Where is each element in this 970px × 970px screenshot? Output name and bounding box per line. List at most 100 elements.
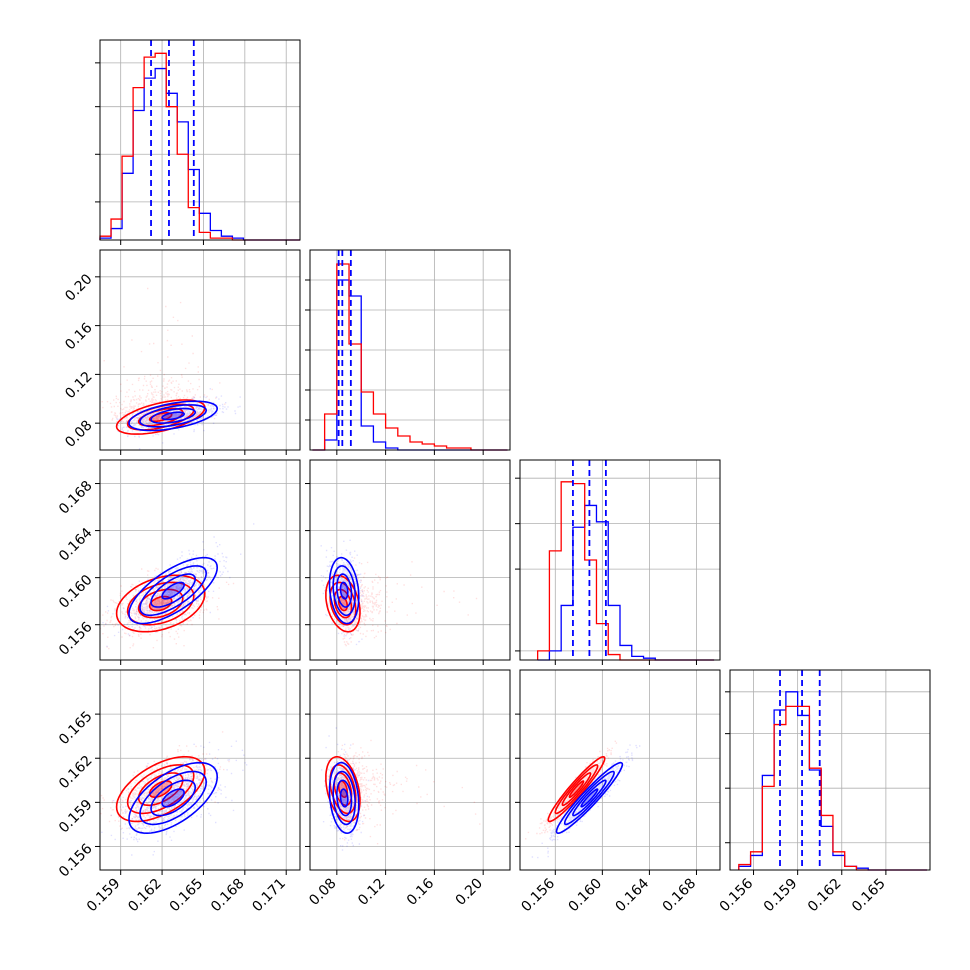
ytick-label: 0.168 [56, 478, 96, 518]
xtick-label: 0.164 [613, 875, 653, 915]
contour-blue-fill [162, 582, 185, 599]
hist-frame [99, 39, 301, 241]
contour-blue-contour [150, 573, 197, 608]
xtick-label: 0.159 [84, 876, 124, 916]
ytick-label: 0.165 [56, 708, 96, 748]
contour-blue-fill [340, 582, 348, 599]
hist-panel-1 [305, 249, 511, 451]
contour-blue-contour [139, 770, 208, 826]
scatter-panel-1-0 [99, 249, 301, 451]
xtick-label: 0.12 [355, 876, 388, 909]
ytick-label: 0.160 [56, 572, 96, 612]
scatter-points [525, 740, 641, 859]
xtick-label: 0.156 [717, 875, 757, 915]
contour-blue-contour [580, 788, 599, 808]
contour-blue-contour [328, 761, 360, 835]
xtick-label: 0.162 [805, 876, 845, 916]
scatter-points [100, 731, 248, 856]
xtick-label: 0.156 [518, 875, 558, 915]
scatter-points [100, 523, 255, 650]
xtick-label: 0.162 [125, 876, 165, 916]
contour-blue-fill [340, 789, 348, 807]
ytick-label: 0.156 [56, 619, 96, 659]
contour-red-contour [126, 403, 195, 431]
contour-red-contour [325, 574, 361, 633]
contour-blue-contour [139, 404, 208, 428]
xtick-label: 0.16 [404, 875, 437, 908]
contour-blue-contour [572, 779, 607, 817]
xtick-label: 0.160 [566, 876, 606, 916]
contour-blue-contour [335, 779, 353, 817]
hist-frame [309, 249, 511, 451]
contour-blue-contour [161, 411, 185, 421]
panel-frame [99, 249, 301, 451]
contour-blue-contour [161, 788, 185, 808]
contour-blue-contour [332, 770, 356, 826]
panel-frame [309, 669, 511, 871]
ytick-label: 0.08 [62, 418, 95, 451]
scatter-panel-3-0 [99, 669, 301, 871]
contour-red-contour [126, 764, 195, 815]
contour-red-contour [115, 399, 206, 435]
contour-blue-fill [581, 789, 598, 807]
ytick-label: 0.20 [62, 271, 95, 304]
panel-frame [309, 459, 511, 661]
scatter-points [321, 727, 481, 851]
scatter-points [320, 539, 478, 647]
ytick-label: 0.162 [56, 753, 96, 793]
xtick-label: 0.20 [453, 876, 486, 909]
contour-blue-contour [555, 761, 624, 835]
contour-blue-contour [128, 400, 219, 432]
contour-red-contour [137, 588, 184, 619]
contour-blue-contour [335, 573, 353, 608]
contour-blue-contour [139, 565, 208, 617]
ytick-label: 0.159 [56, 797, 96, 837]
contour-blue-contour [563, 770, 615, 826]
contour-blue-contour [328, 556, 360, 625]
contour-red-contour [561, 772, 592, 807]
ytick-label: 0.12 [62, 369, 95, 402]
contour-red-contour [137, 407, 184, 427]
panel-frame [99, 459, 301, 661]
xtick-label: 0.168 [208, 876, 248, 916]
hist-panel-0 [95, 39, 301, 241]
xtick-label: 0.171 [249, 876, 289, 916]
contour-red-contour [148, 595, 173, 612]
ytick-label: 0.156 [56, 841, 96, 881]
contour-blue-contour [128, 556, 219, 625]
hist-frame [729, 669, 931, 871]
hist-step-red [99, 52, 300, 241]
xtick-label: 0.168 [660, 876, 700, 916]
xtick-label: 0.165 [849, 876, 889, 916]
contour-red-contour [568, 780, 585, 798]
xtick-label: 0.165 [167, 876, 207, 916]
panel-frame [519, 669, 721, 871]
hist-frame [519, 459, 721, 661]
contour-blue-contour [128, 761, 219, 835]
contour-red-fill [569, 781, 584, 798]
contour-blue-contour [150, 779, 197, 817]
scatter-panel-2-1 [309, 459, 511, 661]
contour-blue-contour [339, 581, 349, 600]
ytick-label: 0.164 [56, 525, 96, 565]
contour-red-contour [554, 764, 599, 815]
scatter-red [336, 557, 478, 647]
scatter-panel-3-2 [519, 669, 721, 871]
scatter-red [101, 287, 226, 425]
hist-panel-2 [515, 459, 721, 661]
scatter-blue [531, 744, 641, 859]
scatter-blue [320, 539, 364, 646]
contour-red-contour [547, 755, 606, 823]
hist-step-blue [537, 504, 715, 661]
contour-red-fill [149, 781, 172, 798]
contour-blue-contour [161, 581, 185, 600]
contour-blue-contour [332, 565, 356, 617]
contour-blue-contour [150, 407, 197, 425]
contour-red-contour [337, 780, 348, 798]
xtick-label: 0.159 [761, 876, 801, 916]
xtick-label: 0.08 [306, 876, 339, 909]
contour-red-contour [115, 756, 206, 823]
scatter-panel-3-1 [309, 669, 511, 871]
hist-step-red [536, 481, 715, 661]
